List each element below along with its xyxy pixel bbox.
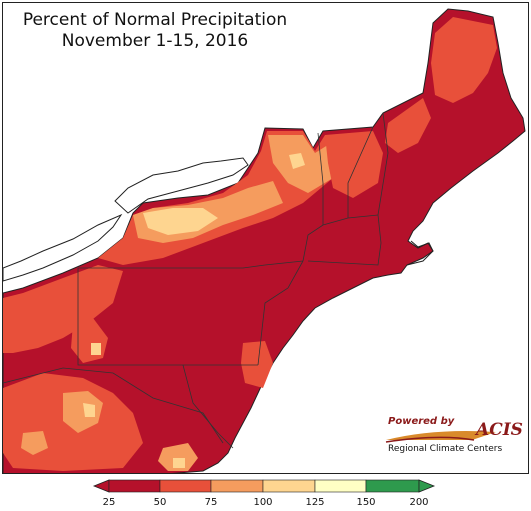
lake-erie xyxy=(3,213,123,282)
zone-100-125-pa-dot xyxy=(91,343,101,355)
powered-by-text: Powered by xyxy=(388,416,455,427)
legend-tick-200: 200 xyxy=(409,497,429,508)
map-frame xyxy=(2,2,529,474)
legend-tick-75: 75 xyxy=(204,497,218,508)
state-borders xyxy=(3,112,389,449)
title-line-1: Percent of Normal Precipitation xyxy=(22,10,288,30)
zone-75-100-wv xyxy=(63,391,103,433)
zone-50-75-pa-west xyxy=(3,265,123,353)
zone-100-125-va-south xyxy=(173,458,185,468)
legend-swatch-150-200 xyxy=(365,479,420,493)
legend-arrow-right xyxy=(418,479,436,493)
precipitation-map xyxy=(3,8,526,473)
zone-75-100-va xyxy=(21,431,48,455)
map-title: Percent of Normal Precipitation November… xyxy=(0,10,310,52)
legend-swatch-125-150 xyxy=(314,479,367,493)
color-legend: 25 50 75 100 125 150 200 xyxy=(0,477,531,511)
coast-outline xyxy=(406,240,434,266)
swoosh-icon xyxy=(385,431,496,443)
legend-tick-150: 150 xyxy=(356,497,376,508)
zone-50-75-vermont xyxy=(325,131,383,198)
zone-100-125-fingerlakes xyxy=(143,208,218,235)
legend-tick-125: 125 xyxy=(305,497,325,508)
lake-ontario xyxy=(114,157,249,214)
zone-100-125-wv xyxy=(83,403,95,417)
legend-tick-50: 50 xyxy=(153,497,167,508)
zone-50-75-maine-north xyxy=(431,17,497,103)
legend-tick-25: 25 xyxy=(102,497,116,508)
acis-logo: Powered by ACIS Regional Climate Centers xyxy=(384,414,524,460)
legend-swatch-50-75 xyxy=(159,479,212,493)
zone-50-75-maine-mid xyxy=(385,98,431,153)
zone-75-100-adirondack xyxy=(268,135,343,193)
zone-100-125-adirondack xyxy=(289,153,305,169)
legend-swatch-25-50 xyxy=(108,479,161,493)
zone-75-100-va-south xyxy=(158,443,198,471)
regional-climate-centers-text: Regional Climate Centers xyxy=(388,444,503,454)
legend-swatch-100-125 xyxy=(262,479,316,493)
legend-tick-100: 100 xyxy=(253,497,273,508)
acis-text: ACIS xyxy=(476,420,523,440)
legend-swatch-75-100 xyxy=(210,479,264,493)
legend-arrow-left xyxy=(92,479,110,493)
legend-colorbar xyxy=(92,479,436,493)
title-line-2: November 1-15, 2016 xyxy=(61,31,249,51)
zone-50-75-de xyxy=(241,341,273,388)
